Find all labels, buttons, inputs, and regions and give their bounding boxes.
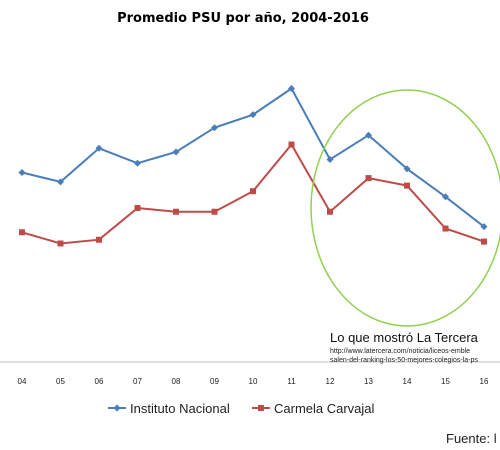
chart-title: Promedio PSU por año, 2004-2016 xyxy=(117,11,369,26)
series-layer xyxy=(18,85,488,247)
data-point-0-4 xyxy=(172,148,180,156)
data-point-0-8 xyxy=(326,155,334,163)
data-point-1-10 xyxy=(404,182,410,189)
data-point-0-11 xyxy=(442,193,449,201)
legend-item-1: Carmela Carvajal xyxy=(252,401,375,416)
legend-label-1: Carmela Carvajal xyxy=(274,401,375,416)
x-tick-label: 14 xyxy=(403,377,412,386)
x-tick-label: 07 xyxy=(133,377,142,386)
legend-label-0: Instituto Nacional xyxy=(130,401,230,416)
legend-marker-0 xyxy=(113,404,121,412)
data-point-1-2 xyxy=(96,236,102,243)
x-tick-label: 09 xyxy=(210,377,219,386)
x-tick-label: 05 xyxy=(56,377,65,386)
x-tick-label: 06 xyxy=(95,377,104,386)
data-point-1-3 xyxy=(134,205,141,211)
x-tick-label: 04 xyxy=(18,377,27,386)
data-point-1-5 xyxy=(211,208,218,215)
data-point-0-10 xyxy=(403,165,411,173)
x-tick-label: 13 xyxy=(364,377,373,386)
data-point-0-7 xyxy=(288,85,295,93)
legend-item-0: Instituto Nacional xyxy=(108,401,230,416)
data-point-0-1 xyxy=(57,178,64,186)
x-tick-label: 11 xyxy=(287,377,296,386)
data-point-1-8 xyxy=(327,208,333,215)
data-point-1-12 xyxy=(481,238,487,245)
annotation-caption: Lo que mostró La Tercera xyxy=(330,330,479,345)
data-point-1-4 xyxy=(173,208,179,215)
data-point-0-6 xyxy=(249,111,257,119)
series-1 xyxy=(19,141,487,247)
data-point-0-5 xyxy=(211,124,218,132)
legend-marker-1 xyxy=(258,405,264,411)
x-tick-label: 16 xyxy=(480,377,489,386)
data-point-1-9 xyxy=(365,175,372,182)
source-label: Fuente: l xyxy=(446,431,497,446)
data-point-0-3 xyxy=(134,159,141,167)
series-line-0 xyxy=(21,87,485,228)
data-point-1-11 xyxy=(442,225,449,232)
x-tick-label: 10 xyxy=(249,377,258,386)
series-0 xyxy=(18,85,488,231)
data-point-0-9 xyxy=(365,131,372,139)
annotation-url-line2: salen-del-ranking-los-50-mejores-colegio… xyxy=(330,357,478,364)
legend: Instituto Nacional Carmela Carvajal xyxy=(108,401,375,416)
data-point-0-12 xyxy=(480,223,488,231)
x-tick-label: 15 xyxy=(441,377,450,386)
x-tick-labels: 04 05 06 07 08 09 10 11 12 13 14 15 16 xyxy=(18,377,489,386)
annotation-url-line1: http://www.latercera.com/noticia/liceos-… xyxy=(330,348,470,355)
highlight-circle xyxy=(310,89,500,327)
data-point-0-0 xyxy=(18,169,26,177)
data-point-0-2 xyxy=(95,144,103,152)
data-point-1-7 xyxy=(288,141,295,148)
x-tick-label: 08 xyxy=(172,377,181,386)
x-tick-label: 12 xyxy=(326,377,335,386)
data-point-1-6 xyxy=(250,188,256,195)
data-point-1-1 xyxy=(57,240,64,247)
data-point-1-0 xyxy=(19,229,25,236)
